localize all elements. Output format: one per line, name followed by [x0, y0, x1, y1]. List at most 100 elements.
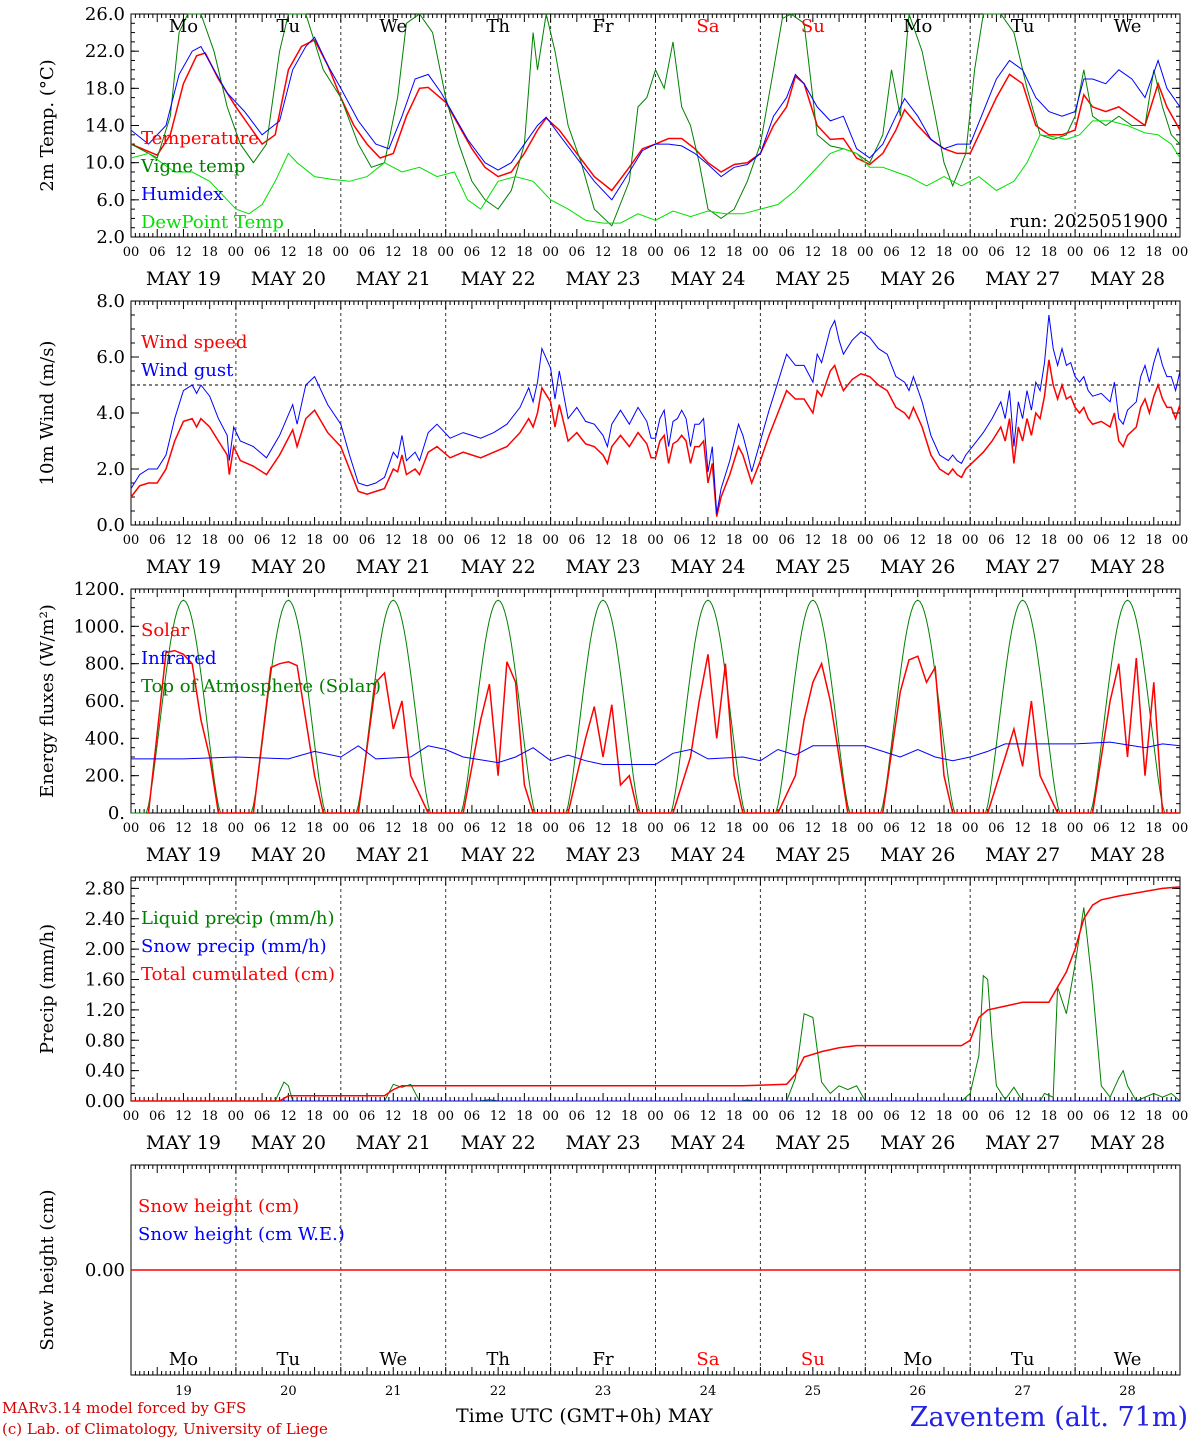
y-tick-label: 14.0 — [85, 116, 125, 137]
x-hour-label: 18 — [1041, 245, 1058, 260]
x-hour-label: 12 — [909, 533, 926, 548]
legend-entry: Snow precip (mm/h) — [141, 936, 327, 957]
x-hour-label: 12 — [1119, 245, 1136, 260]
x-hour-label: 18 — [831, 533, 848, 548]
x-hour-label: 00 — [333, 821, 350, 836]
x-hour-label: 12 — [175, 533, 192, 548]
legend-entry: Liquid precip (mm/h) — [141, 908, 335, 929]
x-hour-label: 12 — [490, 821, 507, 836]
x-hour-label: 06 — [988, 821, 1005, 836]
x-hour-label: 06 — [883, 1109, 900, 1124]
x-hour-label: 18 — [411, 533, 428, 548]
x-hour-label: 18 — [1041, 533, 1058, 548]
panel-wind: 0.0 2.0 4.0 6.0 8.0 10m Wind (m/s) Wind speed W… — [37, 291, 1188, 578]
time-axis-label: Time UTC (GMT+0h) MAY — [456, 1405, 713, 1427]
x-date-label: MAY 19 — [146, 1132, 221, 1154]
x-hour-label: 18 — [621, 1109, 638, 1124]
y-tick-label: 0. — [108, 803, 125, 824]
y-tick-label: 800. — [85, 654, 125, 675]
x-hour-label: 00 — [962, 1109, 979, 1124]
x-hour-label: 18 — [936, 1109, 953, 1124]
x-hour-label: 12 — [700, 1109, 717, 1124]
x-hour-label: 18 — [1041, 1109, 1058, 1124]
x-hour-label: 06 — [149, 1109, 166, 1124]
run-annotation: run: 2025051900 — [1010, 211, 1168, 232]
x-hour-label: 00 — [647, 1109, 664, 1124]
x-hour-label: 00 — [647, 533, 664, 548]
x-hour-label: 18 — [936, 821, 953, 836]
x-hour-label: 06 — [1093, 1109, 1110, 1124]
x-hour-label: 12 — [175, 1109, 192, 1124]
x-hour-label: 00 — [228, 533, 245, 548]
x-date-label: MAY 21 — [356, 268, 431, 290]
x-hour-label: 06 — [254, 245, 271, 260]
x-hour-label: 06 — [464, 821, 481, 836]
x-hour-label: 00 — [1172, 1109, 1189, 1124]
y-tick-label: 200. — [85, 766, 125, 787]
x-hour-label: 12 — [1119, 821, 1136, 836]
x-hour-label: 12 — [909, 821, 926, 836]
day-number: 25 — [805, 1384, 822, 1399]
day-name: We — [1114, 16, 1142, 37]
x-date-label: MAY 20 — [251, 844, 326, 866]
x-date-label: MAY 26 — [880, 1132, 955, 1154]
x-hour-label: 00 — [752, 245, 769, 260]
x-hour-label: 06 — [254, 821, 271, 836]
series-line-total-cumulated-cm- — [131, 886, 1181, 1102]
day-name: We — [379, 1349, 407, 1370]
y-axis-label: 2m Temp. (°C) — [37, 59, 58, 191]
x-hour-label: 06 — [464, 1109, 481, 1124]
x-hour-label: 06 — [778, 1109, 795, 1124]
x-date-label: MAY 28 — [1090, 556, 1165, 578]
y-tick-label: 1200. — [73, 579, 125, 600]
x-hour-label: 18 — [516, 1109, 533, 1124]
x-hour-label: 18 — [201, 245, 218, 260]
x-hour-label: 06 — [673, 821, 690, 836]
x-hour-label: 00 — [1067, 245, 1084, 260]
x-hour-label: 18 — [201, 1109, 218, 1124]
x-date-label: MAY 22 — [461, 556, 536, 578]
x-date-label: MAY 19 — [146, 556, 221, 578]
legend-entry: Humidex — [141, 184, 223, 205]
day-name: Mo — [903, 16, 932, 37]
x-hour-label: 18 — [621, 533, 638, 548]
x-date-label: MAY 20 — [251, 268, 326, 290]
x-hour-label: 12 — [1014, 245, 1031, 260]
y-tick-label: 2.00 — [85, 939, 125, 960]
y-axis-label: Precip (mm/h) — [37, 924, 58, 1054]
day-name: Th — [486, 1349, 510, 1370]
x-hour-label: 12 — [1014, 1109, 1031, 1124]
day-number: 27 — [1014, 1384, 1031, 1399]
y-tick-label: 400. — [85, 728, 125, 749]
panel-precip: 0.00 0.40 0.80 1.20 1.60 2.00 2.40 2.80 Precip (… — [37, 876, 1189, 1154]
x-hour-label: 18 — [726, 533, 743, 548]
x-hour-label: 00 — [228, 245, 245, 260]
y-tick-label: 0.80 — [85, 1030, 125, 1051]
x-hour-label: 06 — [673, 1109, 690, 1124]
y-tick-label: 2.80 — [85, 878, 125, 899]
x-date-label: MAY 22 — [461, 844, 536, 866]
x-hour-label: 06 — [778, 821, 795, 836]
x-hour-label: 18 — [516, 821, 533, 836]
x-hour-label: 12 — [175, 821, 192, 836]
x-hour-label: 06 — [988, 1109, 1005, 1124]
y-tick-label: 2.40 — [85, 909, 125, 930]
x-hour-label: 18 — [1146, 821, 1163, 836]
x-date-label: MAY 19 — [146, 268, 221, 290]
x-hour-label: 12 — [700, 821, 717, 836]
x-hour-label: 18 — [936, 245, 953, 260]
x-hour-label: 00 — [752, 533, 769, 548]
x-date-label: MAY 20 — [251, 1132, 326, 1154]
x-hour-label: 06 — [359, 533, 376, 548]
x-hour-label: 12 — [280, 821, 297, 836]
x-hour-label: 06 — [988, 245, 1005, 260]
x-date-label: MAY 27 — [985, 844, 1060, 866]
x-hour-label: 00 — [1172, 821, 1189, 836]
x-hour-label: 12 — [280, 533, 297, 548]
day-name: Sa — [696, 1349, 719, 1370]
x-hour-label: 06 — [464, 533, 481, 548]
x-hour-label: 06 — [149, 821, 166, 836]
x-hour-label: 00 — [647, 821, 664, 836]
